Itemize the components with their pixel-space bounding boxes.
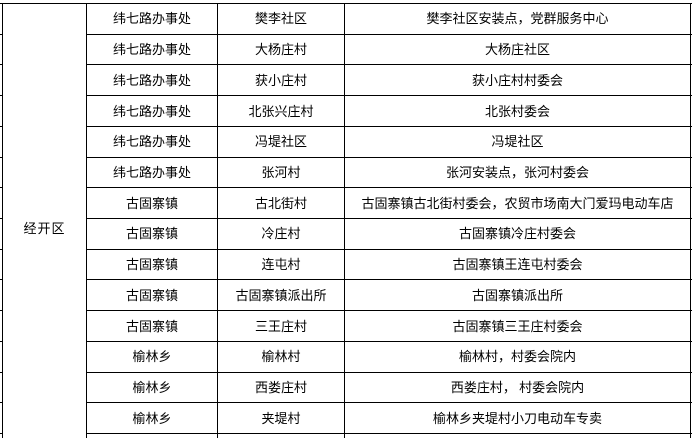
left-edge-cell	[0, 371, 3, 404]
office-cell: 古固寨镇	[86, 218, 218, 250]
right-edge-cell	[690, 125, 692, 158]
address-cell: 古固寨镇派出所	[344, 279, 691, 312]
address-cell: 冯堤社区	[344, 125, 691, 158]
table-row: 榆林乡 榆林村 榆林村，村委会院内	[0, 340, 692, 373]
address-cell: 樊李社区安装点，党群服务中心	[344, 3, 691, 35]
right-edge-cell	[690, 156, 692, 189]
village-cell: 连屯村	[217, 248, 345, 281]
table-row: 榆林乡 西娄庄村 西娄庄村， 村委会院内	[0, 371, 692, 404]
address-cell: 获小庄村村委会	[344, 64, 691, 97]
table-row: 古固寨镇 古北街村 古固寨镇古北街村委会，农贸市场南大门爱玛电动车店	[0, 187, 692, 220]
table-row: 纬七路办事处 冯堤社区 冯堤社区	[0, 125, 692, 158]
right-edge-cell	[690, 187, 692, 220]
address-cell: 古固寨镇三王庄村委会	[344, 310, 691, 342]
address-cell: 古固寨镇冷庄村委会	[344, 218, 691, 250]
office-cell: 古固寨镇	[86, 310, 218, 342]
table-row-partial	[0, 433, 692, 438]
region-cell: 经开区	[2, 2, 87, 438]
office-cell	[86, 433, 218, 438]
office-cell: 纬七路办事处	[86, 3, 218, 35]
office-cell: 纬七路办事处	[86, 156, 218, 189]
left-edge-cell	[0, 64, 3, 97]
address-cell: 大杨庄社区	[344, 33, 691, 66]
table-row: 古固寨镇 三王庄村 古固寨镇三王庄村委会	[0, 310, 692, 342]
address-cell: 榆林村，村委会院内	[344, 340, 691, 373]
village-cell: 张河村	[217, 156, 345, 189]
table-row: 纬七路办事处 大杨庄村 大杨庄社区	[0, 33, 692, 66]
address-cell: 榆林乡夹堤村小刀电动车专卖	[344, 402, 691, 435]
table-row: 纬七路办事处 获小庄村 获小庄村村委会	[0, 64, 692, 97]
table-row: 纬七路办事处 张河村 张河安装点，张河村委会	[0, 156, 692, 189]
address-cell: 西娄庄村， 村委会院内	[344, 371, 691, 404]
address-cell: 古固寨镇古北街村委会，农贸市场南大门爱玛电动车店	[344, 187, 691, 220]
office-cell: 纬七路办事处	[86, 64, 218, 97]
address-cell: 古固寨镇王连屯村委会	[344, 248, 691, 281]
village-cell: 冷庄村	[217, 218, 345, 250]
village-cell: 西娄庄村	[217, 371, 345, 404]
right-edge-cell	[690, 3, 692, 35]
address-cell: 张河安装点，张河村委会	[344, 156, 691, 189]
left-edge-cell	[0, 340, 3, 373]
office-cell: 古固寨镇	[86, 248, 218, 281]
village-cell: 夹堤村	[217, 402, 345, 435]
left-edge-cell	[0, 218, 3, 250]
table-row: 纬七路办事处 北张兴庄村 北张村委会	[0, 95, 692, 127]
left-edge-cell	[0, 310, 3, 342]
left-edge-cell	[0, 125, 3, 158]
address-cell	[344, 433, 691, 438]
left-edge-cell	[0, 248, 3, 281]
village-cell: 榆林村	[217, 340, 345, 373]
office-cell: 古固寨镇	[86, 187, 218, 220]
left-edge-cell	[0, 33, 3, 66]
office-cell: 纬七路办事处	[86, 33, 218, 66]
office-cell: 榆林乡	[86, 371, 218, 404]
village-cell: 古固寨镇派出所	[217, 279, 345, 312]
left-edge-cell	[0, 279, 3, 312]
table-row: 古固寨镇 古固寨镇派出所 古固寨镇派出所	[0, 279, 692, 312]
office-cell: 纬七路办事处	[86, 95, 218, 127]
village-cell: 三王庄村	[217, 310, 345, 342]
village-cell: 冯堤社区	[217, 125, 345, 158]
table-row: 古固寨镇 连屯村 古固寨镇王连屯村委会	[0, 248, 692, 281]
village-cell: 樊李社区	[217, 3, 345, 35]
office-cell: 古固寨镇	[86, 279, 218, 312]
left-edge-cell	[0, 156, 3, 189]
table-row: 古固寨镇 冷庄村 古固寨镇冷庄村委会	[0, 218, 692, 250]
office-cell: 榆林乡	[86, 340, 218, 373]
village-cell: 获小庄村	[217, 64, 345, 97]
village-cell	[217, 433, 345, 438]
right-edge-cell	[690, 433, 692, 438]
right-edge-cell	[690, 218, 692, 250]
office-cell: 榆林乡	[86, 402, 218, 435]
office-cell: 纬七路办事处	[86, 125, 218, 158]
table-row: 榆林乡 夹堤村 榆林乡夹堤村小刀电动车专卖	[0, 402, 692, 435]
left-edge-cell	[0, 433, 3, 438]
village-cell: 古北街村	[217, 187, 345, 220]
left-edge-cell	[0, 95, 3, 127]
address-cell: 北张村委会	[344, 95, 691, 127]
left-edge-cell	[0, 402, 3, 435]
village-cell: 北张兴庄村	[217, 95, 345, 127]
left-edge-cell	[0, 187, 3, 220]
village-cell: 大杨庄村	[217, 33, 345, 66]
